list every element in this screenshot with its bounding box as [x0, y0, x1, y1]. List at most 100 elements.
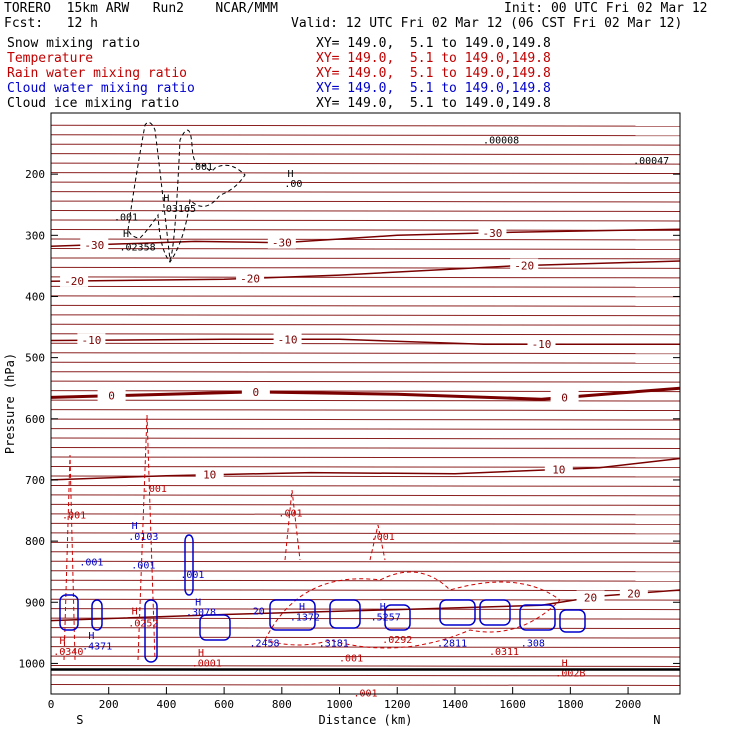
isotherm-label: -10 [278, 333, 298, 346]
y-tick-label: 600 [25, 413, 45, 426]
isotherm-label: -20 [514, 260, 534, 273]
snow-label: .02358 [119, 243, 155, 254]
legend-cloud-water-xy: XY= 149.0, 5.1 to 149.0,149.8 [316, 81, 551, 96]
rain-contour [137, 414, 156, 661]
legend-rain-xy: XY= 149.0, 5.1 to 149.0,149.8 [316, 66, 551, 81]
background-isoline [50, 513, 681, 516]
legend-snow-xy: XY= 149.0, 5.1 to 149.0,149.8 [316, 36, 551, 51]
cloud-water-contour [184, 534, 194, 596]
x-tick-label: 200 [99, 698, 119, 711]
cloud-label: .5257 [371, 613, 401, 624]
isotherm-label: -10 [532, 338, 552, 351]
rain-label: .0340 [53, 647, 83, 658]
background-isoline [50, 200, 681, 203]
isotherm-label: -30 [272, 237, 292, 250]
background-isoline [50, 627, 681, 630]
y-tick-label: 900 [25, 596, 45, 609]
cloud-label: .4371 [82, 641, 112, 652]
forecast-hour: Fcst: 12 h [4, 16, 98, 31]
background-isoline [50, 570, 681, 573]
north-label: N [653, 713, 660, 727]
background-isoline [50, 646, 681, 649]
background-isoline [50, 655, 681, 658]
background-isoline [50, 371, 681, 374]
isotherm-label-bg [195, 467, 224, 481]
south-label: S [76, 713, 83, 727]
background-isoline [50, 134, 681, 137]
background-isoline [50, 503, 681, 506]
background-isoline [50, 551, 681, 554]
background-isoline [50, 465, 681, 468]
snow-label: .00 [284, 179, 302, 190]
isotherm-label: 20 [627, 588, 640, 601]
snow-label: .001 [189, 162, 213, 173]
background-isoline [50, 399, 681, 402]
cloud-label: .2458 [249, 638, 279, 649]
cloud-label: .308 [521, 638, 545, 649]
background-isoline [50, 162, 681, 165]
cloud-water-contour [199, 614, 231, 641]
rain-label: .002B [555, 668, 585, 679]
y-tick-label: 300 [25, 229, 45, 242]
isotherm-label: -20 [64, 275, 84, 288]
legend-temperature-xy: XY= 149.0, 5.1 to 149.0,149.8 [316, 51, 551, 66]
cloud-water-contour [144, 599, 158, 663]
rain-label: .0001 [192, 658, 222, 669]
background-isoline [50, 295, 681, 298]
background-isoline [50, 153, 681, 156]
isotherm-line [50, 457, 681, 481]
init-time: Init: 00 UTC Fri 02 Mar 12 [504, 1, 708, 16]
cloud-water-contour [59, 594, 79, 631]
legend-temperature-label: Temperature [7, 51, 94, 66]
y-axis-title: Pressure (hPa) [3, 353, 17, 454]
cloud-label: .1372 [290, 613, 320, 624]
background-isoline [50, 210, 681, 212]
background-isoline [50, 390, 681, 393]
background-isoline [50, 674, 681, 677]
x-tick-label: 0 [48, 698, 55, 711]
isotherm-label-bg [267, 235, 296, 249]
cloud-label: .2811 [437, 638, 467, 649]
y-tick-label: 200 [25, 168, 45, 181]
cloud-label: .001 [79, 558, 103, 569]
cloud-water-contour [384, 604, 411, 631]
background-isoline [50, 428, 681, 430]
isotherm-label: 0 [253, 386, 260, 399]
rain-label: .001 [143, 484, 167, 495]
rain-label: H [198, 648, 204, 659]
snow-label: H [287, 169, 293, 180]
background-isoline [50, 181, 681, 184]
background-isoline [50, 541, 681, 544]
model-title: TORERO 15km ARW Run2 NCAR/MMM [4, 1, 278, 16]
cloud-label: .001 [131, 561, 155, 572]
legend-snow-label: Snow mixing ratio [7, 36, 141, 51]
background-isoline [50, 143, 681, 146]
isotherm-label-bg [97, 388, 126, 402]
rain-label: .001 [62, 510, 86, 521]
background-isoline [50, 333, 681, 336]
isotherm-label-bg [527, 337, 556, 351]
cloud-label: .0103 [128, 532, 158, 543]
legend-cloud-ice-label: Cloud ice mixing ratio [7, 96, 180, 111]
snow-label: H [163, 194, 169, 205]
x-tick-label: 2000 [615, 698, 642, 711]
y-tick-label: 800 [25, 535, 45, 548]
legend-cloud-water-label: Cloud water mixing ratio [7, 81, 195, 96]
background-isoline [50, 560, 681, 563]
cloud-label: .3181 [319, 638, 349, 649]
background-isoline [50, 579, 681, 582]
snow-label: .00047 [633, 156, 669, 167]
cloud-label: .001 [180, 570, 204, 581]
cloud-label: H [132, 521, 138, 532]
y-tick-label: 700 [25, 474, 45, 487]
cloud-label: .3078 [186, 608, 216, 619]
plot-frame [50, 112, 681, 695]
x-tick-label: 600 [214, 698, 234, 711]
snow-label: .00008 [483, 136, 519, 147]
isotherm-label-bg [236, 271, 265, 285]
x-tick-label: 1600 [499, 698, 526, 711]
isotherm-line [50, 260, 681, 282]
isotherm-label-bg [544, 462, 573, 476]
y-tick-label: 1000 [19, 657, 46, 670]
background-isoline [50, 257, 681, 260]
